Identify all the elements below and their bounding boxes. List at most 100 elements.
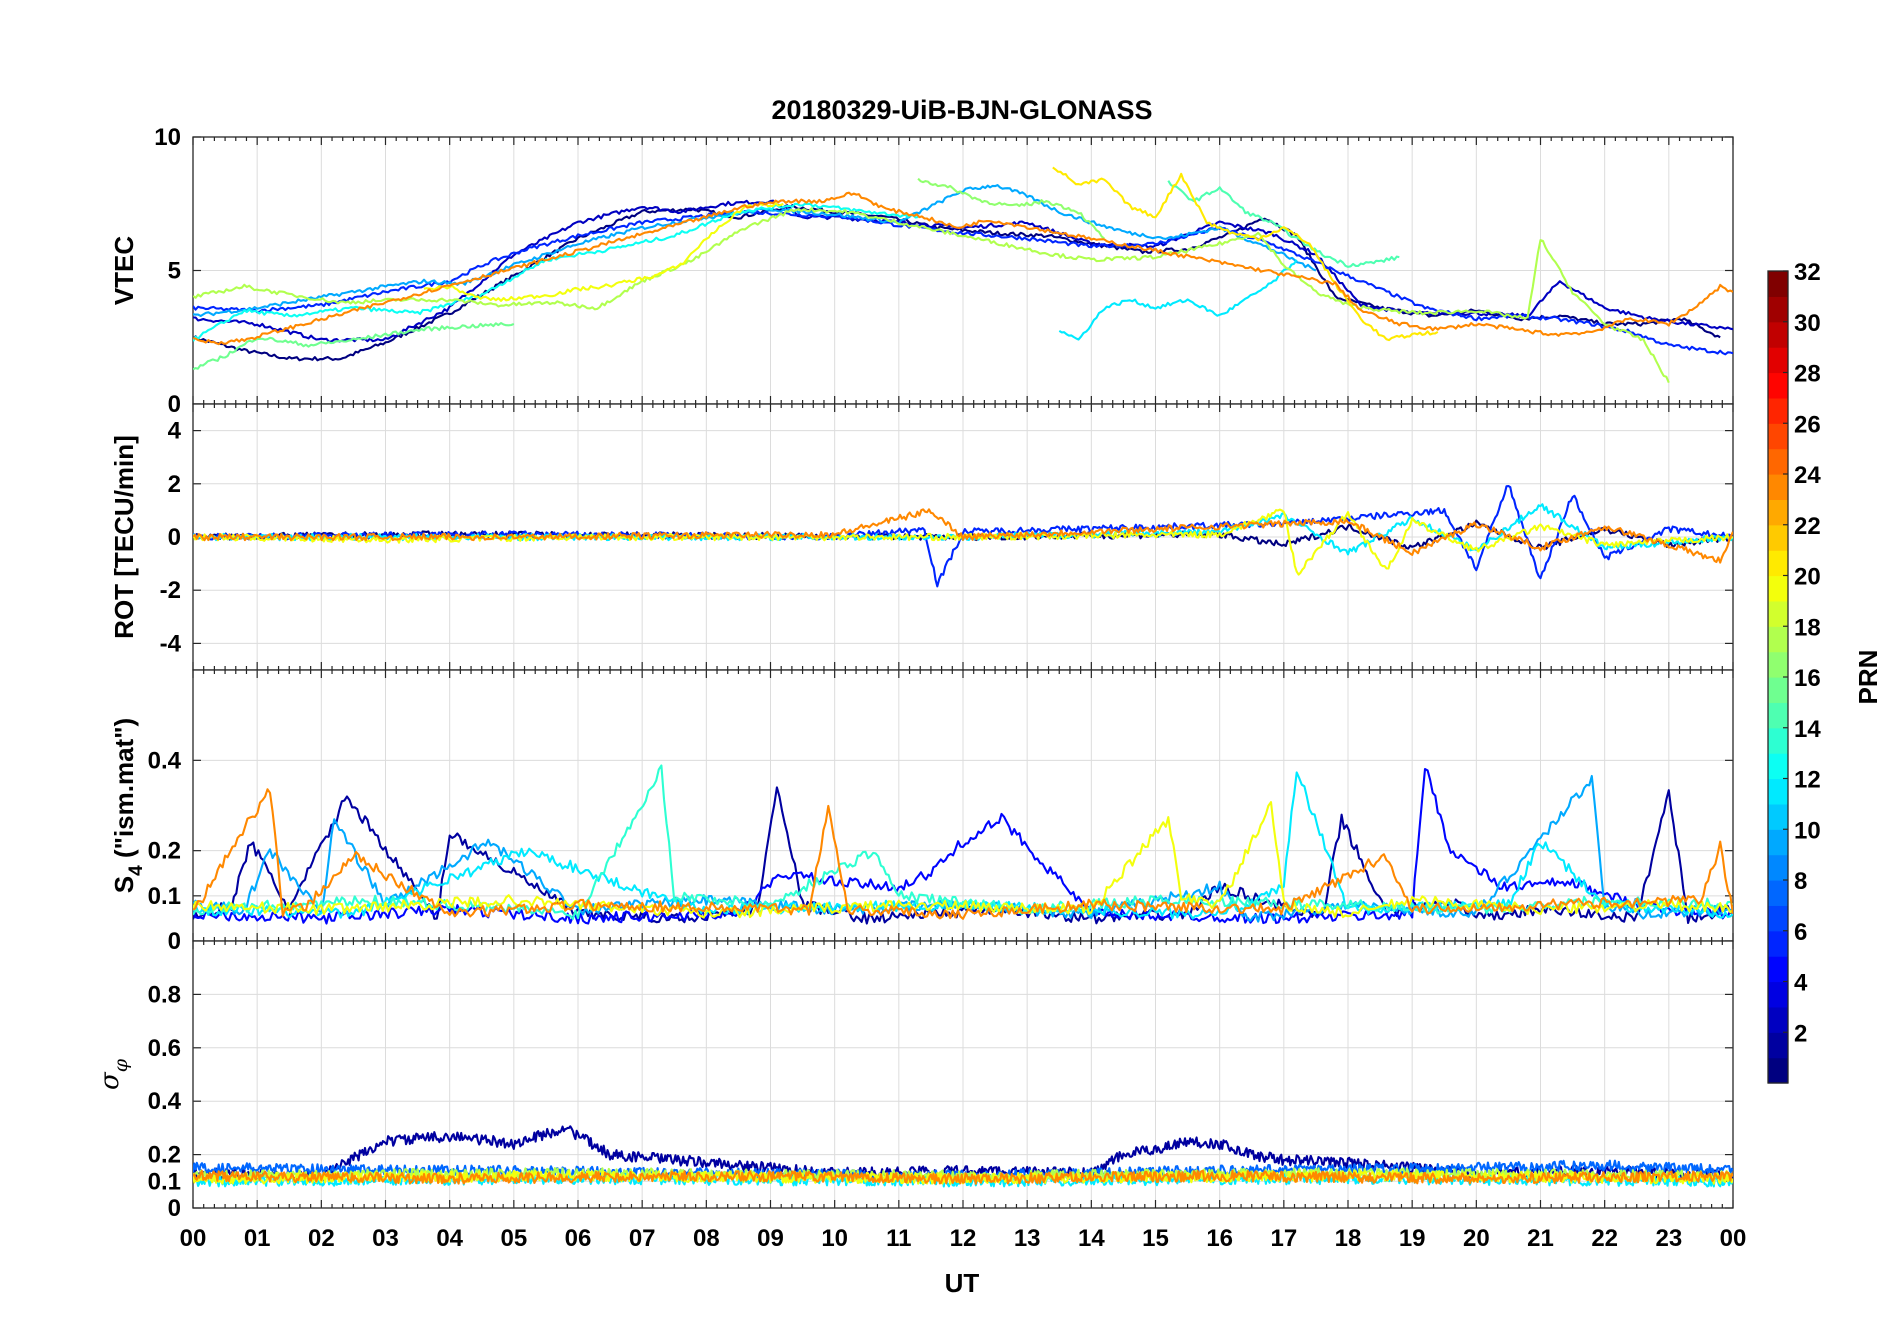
panel-4: 00.10.2 0.4 0.6 0.8 σφ xyxy=(95,940,1734,1222)
y-axis-label-rest: ("ism.mat") xyxy=(109,718,139,865)
y-tick-label: -4 xyxy=(160,630,182,657)
series-prn-15 xyxy=(1167,180,1400,268)
colorbar-tick-label: 22 xyxy=(1794,513,1821,540)
y-tick-label: 2 xyxy=(168,471,181,498)
colorbar-tick-label: 24 xyxy=(1794,462,1821,489)
x-tick-label: 05 xyxy=(500,1225,527,1252)
colorbar-tick-label: 6 xyxy=(1794,919,1807,946)
traces xyxy=(193,484,1733,588)
x-axis-label: UT xyxy=(945,1268,980,1298)
x-tick-label: 14 xyxy=(1078,1225,1105,1252)
colorbar-swatch xyxy=(1768,372,1788,399)
x-tick-label: 16 xyxy=(1206,1225,1233,1252)
colorbar-swatch xyxy=(1768,956,1788,983)
y-tick-label: 0.4 xyxy=(148,1088,182,1115)
x-tick-label: 01 xyxy=(244,1225,271,1252)
series-prn-14 xyxy=(193,764,1733,920)
y-tick-label: 0 xyxy=(168,928,181,955)
series-prn-16 xyxy=(193,322,515,371)
colorbar-swatch xyxy=(1768,1032,1788,1059)
x-tick-label: 08 xyxy=(693,1225,720,1252)
series-prn-18 xyxy=(193,207,1670,384)
y-axis-label-main: S xyxy=(109,876,139,893)
colorbar-swatch xyxy=(1768,397,1788,424)
x-tick-labels: 00 01 02 03 04 05 06 07 08 09 10 11 12 13 14 15 16 17 18 19… xyxy=(180,1225,1747,1252)
series-prn-24 xyxy=(193,788,1733,920)
colorbar-tick-label: 8 xyxy=(1794,868,1807,895)
colorbar-swatch xyxy=(1768,803,1788,830)
y-axis-label-sub: 4 xyxy=(126,865,147,876)
y-tick-label: 0 xyxy=(168,391,181,418)
colorbar-swatch xyxy=(1768,778,1788,805)
y-tick-label: 0.1 xyxy=(148,883,181,910)
colorbar-swatch xyxy=(1768,727,1788,754)
colorbar-swatch xyxy=(1768,1006,1788,1033)
x-tick-label: 00 xyxy=(1720,1225,1747,1252)
y-axis-label: ROT [TECU/min] xyxy=(109,435,139,639)
colorbar-swatch xyxy=(1768,321,1788,348)
x-tick-label: 02 xyxy=(308,1225,335,1252)
colorbar-tick-label: 18 xyxy=(1794,614,1821,641)
y-tick-label: 0 xyxy=(168,1195,181,1222)
x-tick-label: 22 xyxy=(1591,1225,1618,1252)
chart-title: 20180329-UiB-BJN-GLONASS xyxy=(771,95,1152,125)
panel-3: 00.10.20.4S4 ("ism.mat") xyxy=(109,669,1734,955)
colorbar-swatch xyxy=(1768,626,1788,653)
colorbar-swatch xyxy=(1768,981,1788,1008)
colorbar-tick-label: 20 xyxy=(1794,564,1821,591)
colorbar-tick-label: 14 xyxy=(1794,716,1821,743)
colorbar-tick-label: 28 xyxy=(1794,361,1821,388)
x-tick-label: 09 xyxy=(757,1225,784,1252)
y-tick-label: 0 xyxy=(168,524,181,551)
x-tick-label: 10 xyxy=(821,1225,848,1252)
colorbar-swatch xyxy=(1768,702,1788,729)
y-tick-label: -2 xyxy=(160,577,181,604)
y-tick-label: 10 xyxy=(154,124,181,151)
colorbar-tick-label: 4 xyxy=(1794,970,1808,997)
y-tick-label: 0.2 xyxy=(148,1142,181,1169)
traces xyxy=(193,1125,1733,1188)
x-tick-label: 03 xyxy=(372,1225,399,1252)
colorbar-swatch xyxy=(1768,474,1788,500)
colorbar-swatch xyxy=(1768,677,1788,703)
y-axis-label: S4 ("ism.mat") xyxy=(109,718,147,893)
y-tick-label: 0.6 xyxy=(148,1035,181,1062)
x-tick-label: 23 xyxy=(1655,1225,1682,1252)
colorbar-swatch xyxy=(1768,880,1788,906)
colorbar-swatch xyxy=(1768,600,1788,627)
x-tick-label: 13 xyxy=(1014,1225,1041,1252)
colorbar-swatch xyxy=(1768,1057,1788,1084)
series-prn-20 xyxy=(423,202,784,302)
series-prn-24 xyxy=(193,508,1733,564)
y-tick-label: 0.8 xyxy=(148,981,181,1008)
colorbar-swatch xyxy=(1768,854,1788,881)
x-tick-label: 17 xyxy=(1270,1225,1297,1252)
y-axis-label-main: σ xyxy=(95,1071,125,1090)
series-prn-6 xyxy=(193,484,1733,588)
colorbar-tick-label: 30 xyxy=(1794,310,1821,337)
x-tick-label: 18 xyxy=(1335,1225,1362,1252)
traces xyxy=(193,764,1733,925)
colorbar-swatch xyxy=(1768,905,1788,932)
y-axis-label: σφ xyxy=(95,1058,132,1090)
colorbar-swatch xyxy=(1768,524,1788,551)
x-tick-label: 21 xyxy=(1527,1225,1554,1252)
colorbar-swatch xyxy=(1768,448,1788,475)
colorbar-tick-label: 2 xyxy=(1794,1020,1807,1047)
y-tick-label: 0.2 xyxy=(148,838,181,865)
colorbar-swatch xyxy=(1768,347,1788,374)
series-prn-20 xyxy=(193,801,1733,919)
colorbar-tick-label: 16 xyxy=(1794,665,1821,692)
colorbar-swatch xyxy=(1768,575,1788,602)
series-prn-24 xyxy=(193,191,1733,346)
y-tick-label: 0.1 xyxy=(148,1168,181,1195)
series-prn-5 xyxy=(193,767,1733,925)
colorbar-label: PRN xyxy=(1853,650,1883,705)
colorbar-swatch xyxy=(1768,550,1788,577)
colorbar-swatch xyxy=(1768,423,1788,450)
y-tick-label: 5 xyxy=(168,258,181,285)
x-tick-label: 04 xyxy=(436,1225,463,1252)
